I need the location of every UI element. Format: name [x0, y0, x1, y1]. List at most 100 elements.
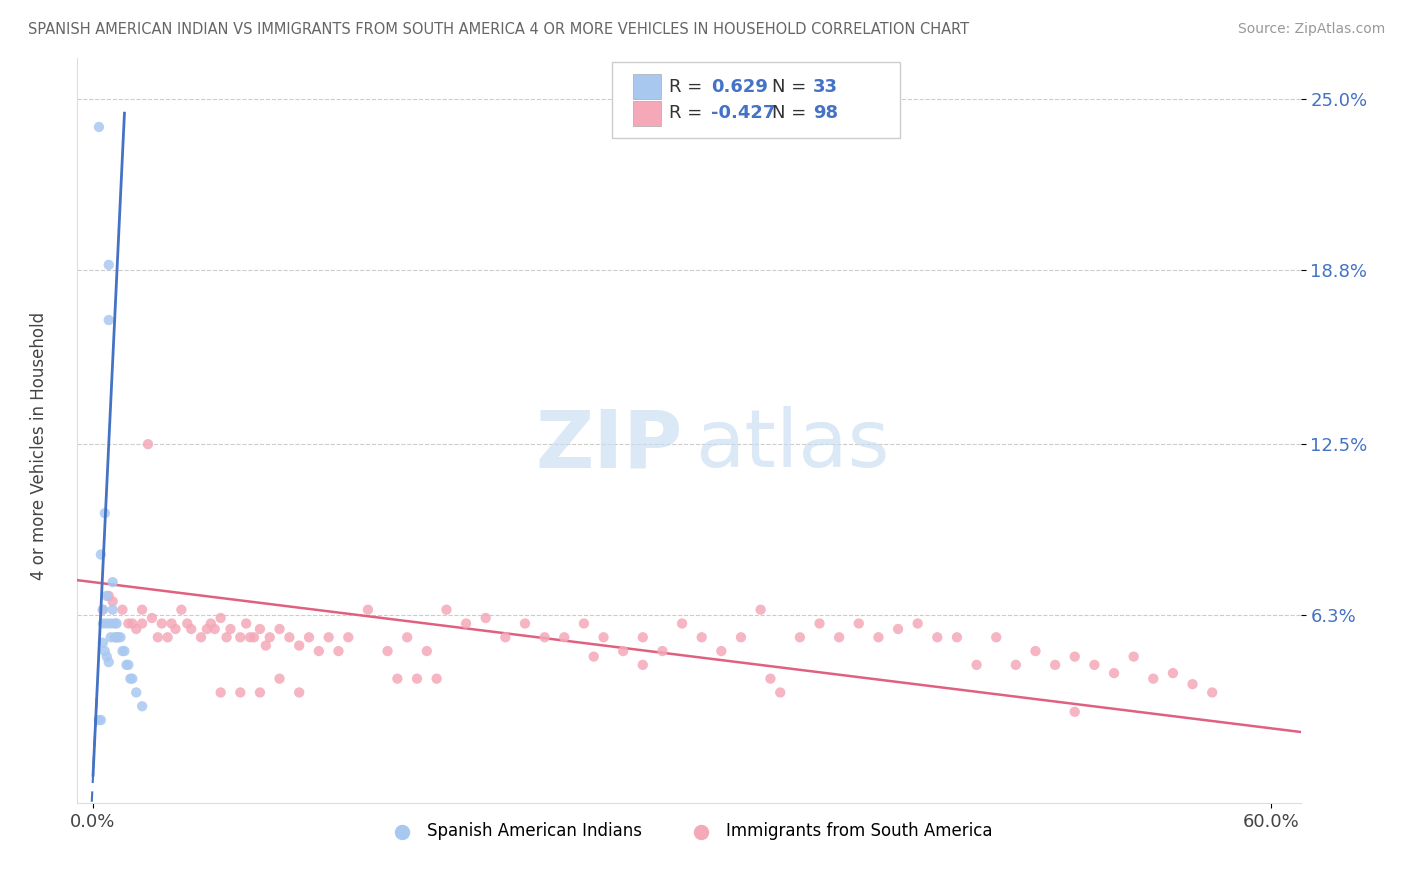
Point: [156, 630, 179, 644]
Point: [111, 603, 134, 617]
Point: [105, 630, 128, 644]
Point: [96, 589, 118, 603]
Point: [97, 655, 120, 669]
Point: [87, 120, 110, 134]
Point: [1005, 657, 1028, 672]
Point: [101, 603, 124, 617]
Point: [631, 630, 654, 644]
Point: [357, 603, 380, 617]
Point: [249, 622, 271, 636]
Point: [195, 622, 218, 636]
Point: [868, 630, 890, 644]
Text: atlas: atlas: [695, 406, 890, 484]
Point: [150, 616, 173, 631]
Point: [436, 603, 458, 617]
Point: [243, 630, 266, 644]
Point: [377, 644, 399, 658]
Point: [730, 630, 752, 644]
Legend: Spanish American Indians, Immigrants from South America: Spanish American Indians, Immigrants fro…: [380, 815, 998, 847]
Point: [1142, 672, 1164, 686]
Text: N =: N =: [772, 104, 811, 122]
Point: [165, 622, 187, 636]
Point: [94, 644, 117, 658]
Point: [1024, 644, 1046, 658]
Point: [115, 657, 138, 672]
Point: [229, 630, 252, 644]
Point: [387, 672, 409, 686]
Point: [533, 630, 555, 644]
Text: 98: 98: [813, 104, 838, 122]
Point: [426, 672, 449, 686]
Point: [131, 616, 153, 631]
Point: [96, 616, 118, 631]
Point: [769, 685, 792, 699]
Point: [97, 258, 120, 272]
Point: [710, 644, 733, 658]
Point: [298, 630, 321, 644]
Point: [318, 630, 340, 644]
Point: [91, 636, 114, 650]
Point: [494, 630, 516, 644]
Point: [808, 616, 831, 631]
Point: [190, 630, 212, 644]
Point: [131, 603, 153, 617]
Point: [104, 616, 127, 631]
Point: [553, 630, 575, 644]
Point: [651, 644, 673, 658]
Point: [759, 672, 782, 686]
Point: [111, 644, 134, 658]
Text: R =: R =: [669, 78, 709, 95]
Point: [1043, 657, 1066, 672]
Point: [100, 616, 122, 631]
Point: [104, 630, 127, 644]
Point: [215, 630, 238, 644]
Point: [141, 611, 163, 625]
Point: [239, 630, 262, 644]
Point: [101, 575, 124, 590]
Point: [94, 506, 117, 520]
Point: [235, 616, 257, 631]
Point: [612, 644, 634, 658]
Point: [288, 639, 311, 653]
Point: [259, 630, 281, 644]
Point: [204, 622, 226, 636]
Text: N =: N =: [772, 78, 811, 95]
Point: [121, 616, 143, 631]
Point: [848, 616, 870, 631]
Point: [107, 630, 129, 644]
Text: 0.629: 0.629: [711, 78, 768, 95]
Text: Source: ZipAtlas.com: Source: ZipAtlas.com: [1237, 22, 1385, 37]
Point: [96, 649, 118, 664]
Point: [91, 603, 114, 617]
Point: [671, 616, 693, 631]
Point: [572, 616, 595, 631]
Text: ZIP: ZIP: [536, 406, 683, 484]
Point: [176, 616, 198, 631]
Point: [927, 630, 949, 644]
Point: [789, 630, 811, 644]
Point: [288, 685, 311, 699]
Point: [91, 616, 114, 631]
Text: -0.427: -0.427: [711, 104, 776, 122]
Point: [966, 657, 988, 672]
Point: [100, 630, 122, 644]
Point: [117, 616, 139, 631]
Point: [249, 685, 271, 699]
Point: [416, 644, 439, 658]
Point: [97, 313, 120, 327]
Point: [209, 611, 232, 625]
Point: [1201, 685, 1223, 699]
Point: [631, 657, 654, 672]
Point: [219, 622, 242, 636]
Point: [986, 630, 1008, 644]
Point: [170, 603, 193, 617]
Point: [180, 622, 202, 636]
Text: 33: 33: [813, 78, 838, 95]
Point: [1181, 677, 1204, 691]
Point: [91, 603, 114, 617]
Point: [1083, 657, 1105, 672]
Point: [1122, 649, 1144, 664]
Point: [146, 630, 169, 644]
Point: [396, 630, 419, 644]
Point: [114, 644, 136, 658]
